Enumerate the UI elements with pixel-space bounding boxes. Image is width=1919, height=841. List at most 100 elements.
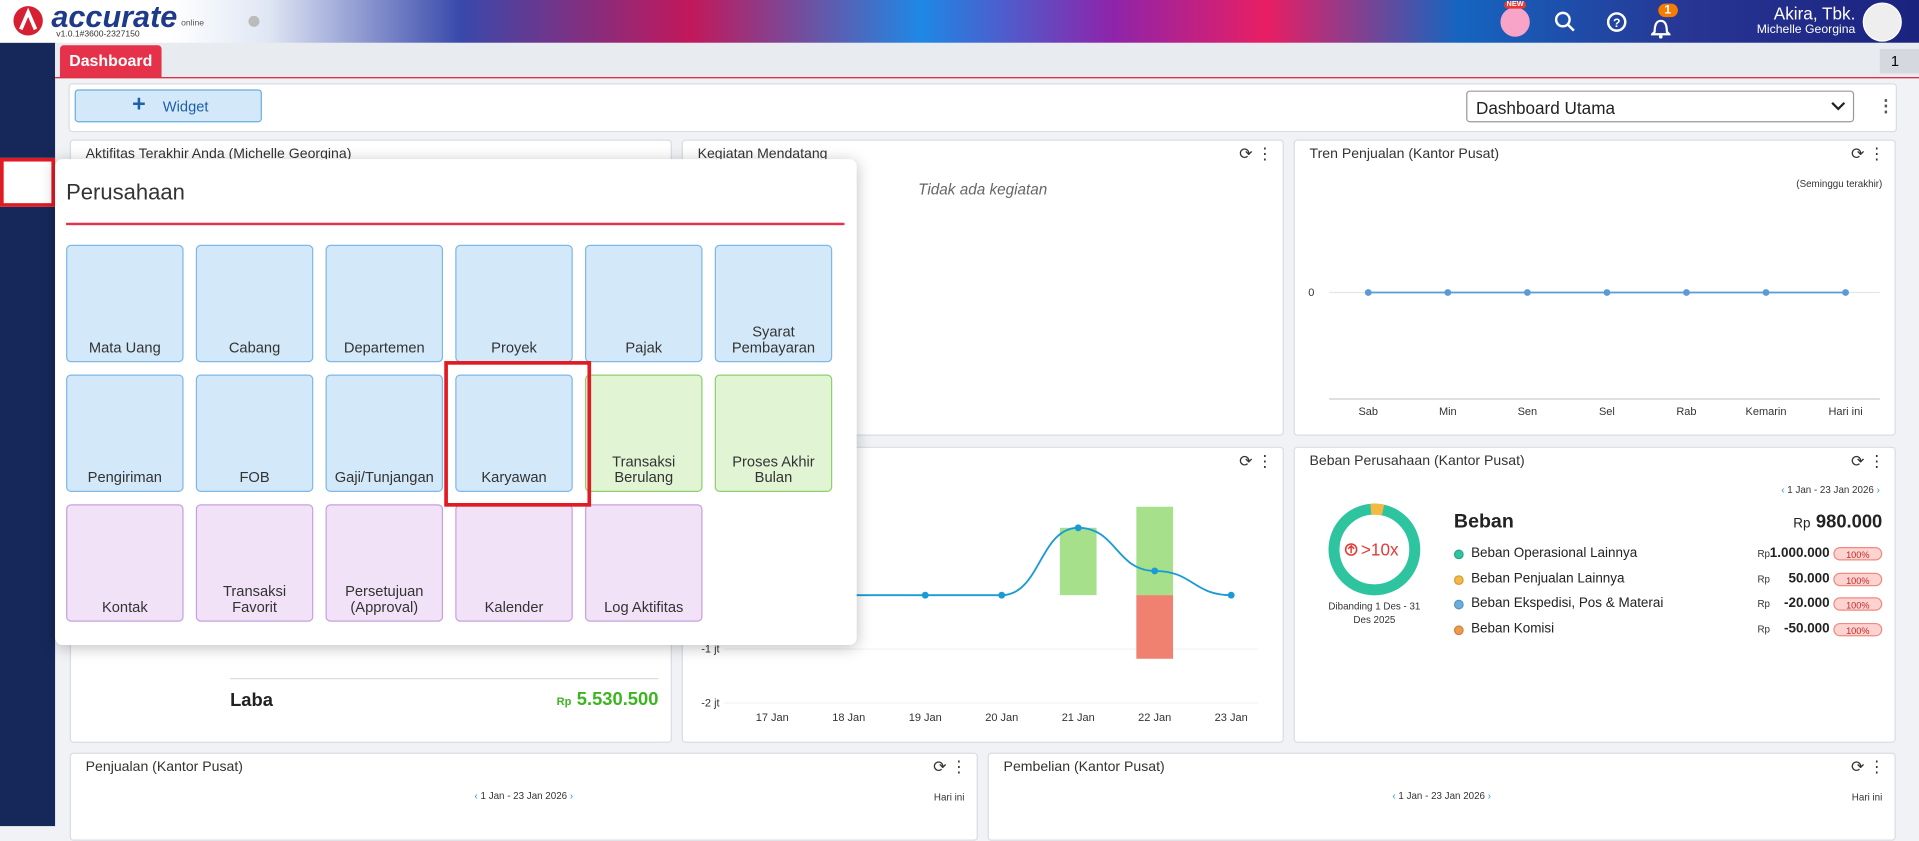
dashboard-select[interactable]: Dashboard Utama bbox=[1466, 90, 1855, 123]
line-point bbox=[921, 591, 929, 599]
widget-title: Beban Perusahaan (Kantor Pusat) bbox=[1309, 454, 1525, 469]
menu-tile[interactable]: Pengiriman bbox=[66, 374, 184, 492]
widget-title: Aktifitas Terakhir Anda (Michelle Georgi… bbox=[85, 146, 352, 162]
period-label: 1 Jan - 23 Jan 2026 bbox=[1787, 484, 1874, 496]
widget-tools[interactable]: ⟳ ⋮ bbox=[933, 757, 967, 776]
widget-tools[interactable]: ⟳ ⋮ bbox=[1851, 757, 1885, 776]
company-menu-popup: Perusahaan Mata Uang Cabang Departemen Proy… bbox=[55, 159, 857, 645]
x-tick-label: 23 Jan bbox=[1215, 712, 1248, 724]
tile-label: Karyawan bbox=[481, 468, 547, 486]
menu-tile[interactable]: Gaji/Tunjangan bbox=[325, 374, 444, 492]
period-nav[interactable]: ‹ 1 Jan - 23 Jan 2026 › bbox=[474, 790, 574, 802]
notification-button[interactable] bbox=[1650, 17, 1671, 39]
divider bbox=[230, 678, 659, 680]
expense-name: Beban Operasional Lainnya bbox=[1471, 545, 1638, 561]
tile-label: Log Aktifitas bbox=[604, 598, 684, 616]
top-bar: accurate online v1.0.1#3600-2327150 NEW … bbox=[0, 0, 1919, 43]
percent-badge: 100% bbox=[1833, 597, 1883, 611]
x-tick-label: 21 Jan bbox=[1062, 712, 1095, 724]
expense-amount: 50.000 bbox=[1788, 570, 1830, 586]
dashboard-tab[interactable]: Dashboard bbox=[59, 45, 162, 78]
help-button[interactable]: ? bbox=[1606, 11, 1628, 33]
menu-tile[interactable]: Syarat Pembayaran bbox=[714, 244, 833, 363]
version: v1.0.1#3600-2327150 bbox=[56, 30, 140, 40]
empty-message: Tidak ada kegiatan bbox=[918, 181, 1048, 199]
add-widget-button[interactable]: + Widget bbox=[74, 89, 262, 123]
expense-name: Beban Ekspedisi, Pos & Materai bbox=[1471, 596, 1664, 611]
add-widget-label: Widget bbox=[162, 97, 209, 116]
expense-donut bbox=[1328, 503, 1421, 596]
menu-tile[interactable]: Cabang bbox=[195, 244, 314, 363]
legend-dot bbox=[1453, 549, 1464, 560]
menu-tile[interactable]: Kontak bbox=[66, 504, 184, 622]
widget-tools[interactable]: ⟳ ⋮ bbox=[1851, 144, 1885, 163]
legend-dot bbox=[1453, 574, 1464, 585]
tile-label: Transaksi Favorit bbox=[222, 582, 287, 616]
expense-name: Beban Penjualan Lainnya bbox=[1471, 570, 1625, 586]
period-nav[interactable]: ‹ 1 Jan - 23 Jan 2026 › bbox=[1781, 484, 1880, 496]
widget-title: Kegiatan Mendatang bbox=[697, 146, 828, 162]
period-nav[interactable]: ‹ 1 Jan - 23 Jan 2026 › bbox=[1392, 790, 1491, 802]
tile-label: Departemen bbox=[343, 339, 425, 357]
trend-chart: 0 Sab Min Sen Sel Rab Kemarin Hari ini bbox=[1308, 287, 1880, 418]
tile-label: FOB bbox=[239, 468, 270, 486]
brand-logo bbox=[13, 6, 43, 36]
trend-point bbox=[1762, 289, 1770, 296]
expense-heading: Beban bbox=[1453, 511, 1514, 533]
bar bbox=[1059, 527, 1097, 596]
today-label: Hari ini bbox=[1851, 791, 1883, 803]
widget-tools[interactable]: ⟳ ⋮ bbox=[1851, 451, 1885, 470]
expenses-widget: Beban Perusahaan (Kantor Pusat) ⟳ ⋮ ‹ 1 … bbox=[1293, 446, 1896, 743]
x-tick-label: Sel bbox=[1599, 406, 1615, 418]
expense-list: Beban Operasional Lainnya Rp 1.000.000 100%… bbox=[1295, 448, 1895, 742]
tile-label: Proses Akhir Bulan bbox=[732, 452, 815, 486]
x-tick-label: Kemarin bbox=[1746, 406, 1787, 418]
menu-tile[interactable]: FOB bbox=[195, 374, 314, 492]
tile-label: Transaksi Berulang bbox=[612, 452, 676, 486]
today-label: Hari ini bbox=[933, 791, 965, 803]
status-dot bbox=[248, 15, 260, 27]
line-point bbox=[1074, 524, 1082, 532]
tile-label: Cabang bbox=[228, 339, 281, 357]
currency: Rp bbox=[556, 695, 572, 708]
bar bbox=[1136, 595, 1174, 659]
expense-amount: -50.000 bbox=[1783, 621, 1830, 636]
currency: Rp bbox=[1757, 573, 1770, 585]
company-name: Akira, Tbk. bbox=[1773, 3, 1856, 24]
period-label: 1 Jan - 23 Jan 2026 bbox=[1398, 790, 1485, 802]
menu-tile[interactable]: Kalender bbox=[455, 504, 573, 622]
x-tick-label: 20 Jan bbox=[985, 712, 1018, 724]
menu-tile[interactable]: Transaksi Favorit bbox=[195, 504, 314, 622]
y-tick-label: -2 jt bbox=[701, 698, 719, 710]
menu-tile[interactable]: Transaksi Berulang bbox=[585, 374, 703, 492]
menu-tile[interactable]: Mata Uang bbox=[66, 244, 184, 363]
period-label: 1 Jan - 23 Jan 2026 bbox=[480, 790, 568, 802]
menu-tile[interactable]: Departemen bbox=[325, 244, 444, 363]
new-feature-button[interactable] bbox=[1500, 7, 1530, 37]
line-point bbox=[1151, 567, 1159, 575]
menu-tile[interactable]: Log Aktifitas bbox=[585, 504, 703, 622]
expense-amount: -20.000 bbox=[1783, 596, 1830, 611]
menu-tile[interactable]: Proyek bbox=[455, 244, 573, 363]
tile-label: Syarat Pembayaran bbox=[731, 323, 816, 357]
tile-label: Persetujuan (Approval) bbox=[345, 582, 424, 616]
popup-divider bbox=[66, 222, 845, 226]
x-tick-label: 22 Jan bbox=[1138, 712, 1171, 724]
purchases-widget: Pembelian (Kantor Pusat) ⟳ ⋮ ‹ 1 Jan - 2… bbox=[987, 752, 1896, 841]
menu-tile[interactable]: Proses Akhir Bulan bbox=[714, 374, 833, 492]
tile-label: Gaji/Tunjangan bbox=[334, 468, 434, 486]
dropdown-arrow bbox=[1831, 102, 1846, 111]
tab-page-number[interactable]: 1 bbox=[1879, 48, 1919, 74]
widget-title: Pembelian (Kantor Pusat) bbox=[1003, 760, 1165, 775]
menu-tile[interactable]: Persetujuan (Approval) bbox=[325, 504, 444, 622]
line-point bbox=[998, 591, 1006, 599]
menu-tile[interactable]: Pajak bbox=[585, 244, 703, 363]
widget-tools[interactable]: ⟳ ⋮ bbox=[1239, 451, 1273, 470]
search-button[interactable] bbox=[1554, 11, 1576, 33]
svg-text:?: ? bbox=[1613, 16, 1620, 30]
toolbar-menu[interactable]: ⋮ bbox=[1877, 95, 1895, 116]
widget-tools[interactable]: ⟳ ⋮ bbox=[1239, 144, 1273, 163]
user-avatar[interactable] bbox=[1862, 2, 1902, 42]
menu-tile[interactable]: Karyawan bbox=[455, 374, 573, 492]
